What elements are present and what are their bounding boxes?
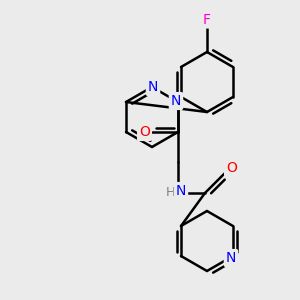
Text: H: H [165, 187, 175, 200]
Text: N: N [171, 94, 181, 108]
Text: N: N [226, 251, 236, 265]
Text: O: O [226, 160, 237, 175]
Text: F: F [203, 13, 211, 26]
Text: O: O [139, 125, 150, 139]
Text: N: N [176, 184, 186, 198]
Text: N: N [148, 80, 158, 94]
